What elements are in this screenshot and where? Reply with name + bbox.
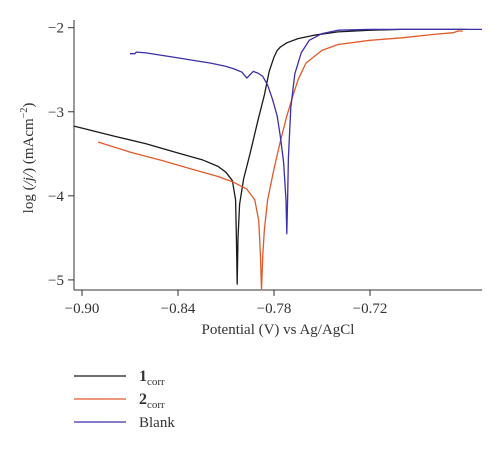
legend-label: 2corr <box>139 391 165 411</box>
legend-label: Blank <box>139 415 175 431</box>
y-tick-label: −4 <box>48 189 64 205</box>
series-line-2 <box>97 30 463 291</box>
x-tick-label: −0.72 <box>353 301 388 317</box>
x-tick-label: −0.90 <box>65 301 100 317</box>
x-tick-label: −0.78 <box>257 301 292 317</box>
y-tick-label: −2 <box>48 21 64 37</box>
series-line-3 <box>130 28 482 235</box>
y-axis-title-italic: /j/ <box>21 171 37 186</box>
series-group <box>73 28 482 291</box>
y-tick-label: −3 <box>48 105 64 121</box>
y-axis-title-post: ) (mAcm <box>21 118 37 173</box>
legend: 1corr 2corr Blank <box>74 368 175 431</box>
y-axis-title-pre: log ( <box>21 185 37 213</box>
y-axis-title-close: ) <box>21 103 37 108</box>
x-axis-ticks: −0.90 −0.84 −0.78 −0.72 <box>65 290 388 317</box>
y-tick-label: −5 <box>48 273 64 289</box>
legend-label: 1corr <box>139 368 165 388</box>
y-axis-ticks: −2 −3 −4 −5 <box>48 21 74 289</box>
y-axis-title-sup: −2 <box>19 108 30 119</box>
x-axis-title: Potential (V) vs Ag/AgCl <box>202 322 355 338</box>
x-tick-label: −0.84 <box>161 301 196 317</box>
plot-area: −0.90 −0.84 −0.78 −0.72 −2 −3 −4 −5 <box>48 20 482 317</box>
series-line-1 <box>73 28 466 285</box>
y-axis-title: log (/j/) (mAcm−2) <box>19 103 37 214</box>
